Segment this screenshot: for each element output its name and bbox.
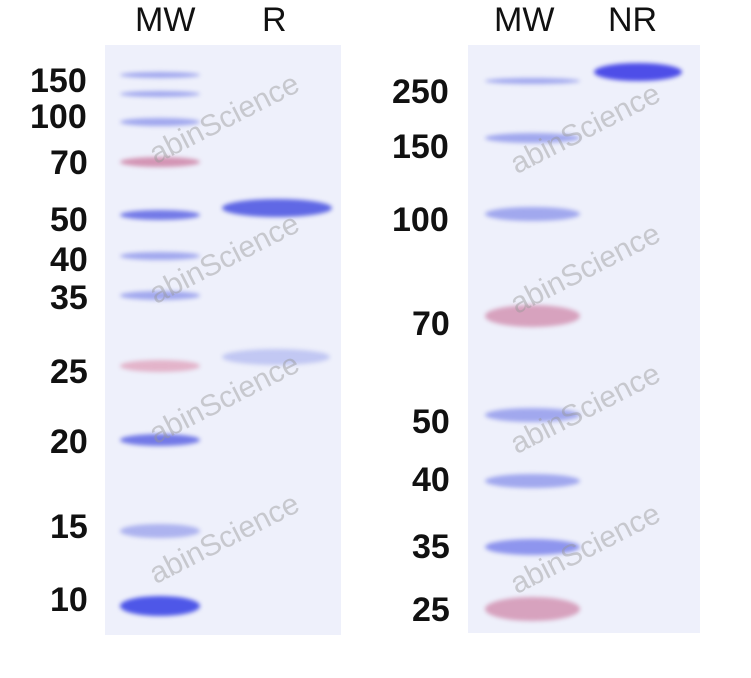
marker-band	[120, 91, 200, 97]
marker-label: 50	[412, 403, 450, 441]
marker-band	[485, 78, 580, 84]
marker-band	[485, 207, 580, 221]
marker-band	[120, 157, 200, 167]
marker-label: 50	[50, 201, 88, 239]
sample-band	[222, 349, 330, 365]
marker-label: 250	[392, 73, 449, 111]
marker-band	[485, 408, 580, 422]
marker-band	[120, 118, 200, 126]
sample-band	[222, 199, 332, 217]
sample-band	[594, 63, 682, 81]
marker-label: 70	[412, 305, 450, 343]
lane-label-mw-right: MW	[494, 1, 555, 39]
marker-band	[120, 360, 200, 372]
right-gel	[468, 45, 700, 633]
marker-band	[120, 596, 200, 616]
marker-label: 35	[412, 528, 450, 566]
marker-label: 25	[50, 353, 88, 391]
marker-band	[485, 133, 580, 143]
marker-label: 20	[50, 423, 88, 461]
marker-label: 70	[50, 144, 88, 182]
marker-label: 10	[50, 581, 88, 619]
marker-band	[120, 524, 200, 538]
marker-label: 40	[412, 461, 450, 499]
marker-label: 100	[30, 98, 87, 136]
marker-band	[485, 305, 580, 327]
marker-band	[120, 434, 200, 446]
marker-label: 150	[392, 128, 449, 166]
marker-label: 150	[30, 62, 87, 100]
marker-band	[485, 474, 580, 488]
marker-label: 15	[50, 508, 88, 546]
marker-band	[120, 291, 200, 300]
marker-label: 100	[392, 201, 449, 239]
lane-label-r: R	[262, 1, 287, 39]
lane-label-nr: NR	[608, 1, 658, 39]
marker-band	[120, 210, 200, 220]
marker-band	[485, 539, 580, 555]
marker-band	[120, 72, 200, 78]
marker-band	[120, 252, 200, 260]
marker-band	[485, 597, 580, 621]
lane-label-mw-left: MW	[135, 1, 196, 39]
marker-label: 35	[50, 279, 88, 317]
marker-label: 40	[50, 241, 88, 279]
marker-label: 25	[412, 591, 450, 629]
